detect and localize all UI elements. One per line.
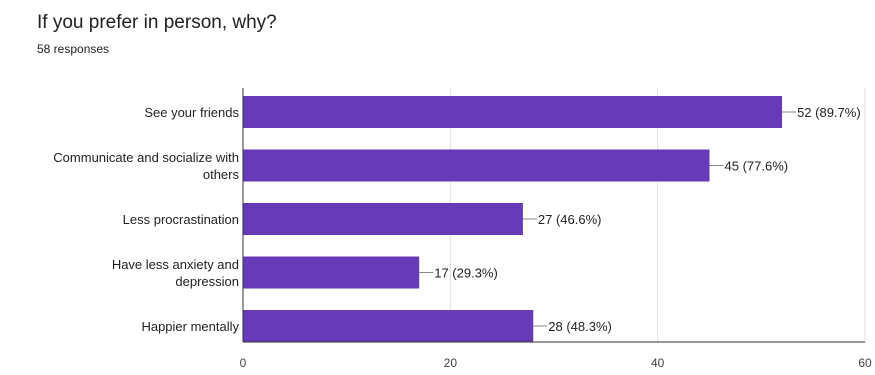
category-label: Less procrastination [123, 212, 239, 227]
labels: 0 20 40 60 52 (89.7%) See your friends 45 (77.… [53, 105, 872, 370]
bar [243, 149, 710, 182]
value-label: 52 (89.7%) [797, 105, 861, 120]
chart-title: If you prefer in person, why? [37, 12, 277, 33]
bar [243, 96, 783, 128]
value-label: 17 (29.3%) [434, 266, 498, 281]
category-label: See your friends [144, 105, 239, 120]
value-label: 27 (46.6%) [538, 212, 602, 227]
bar [243, 310, 534, 342]
x-tick-label: 60 [858, 356, 872, 370]
axes [242, 88, 865, 343]
category-label: Happier mentally [141, 319, 239, 334]
bar [243, 203, 523, 235]
category-label: Have less anxiety and [112, 257, 239, 272]
x-tick-label: 0 [240, 356, 247, 370]
category-label: depression [175, 274, 239, 289]
response-count: 58 responses [37, 42, 110, 56]
x-tick-label: 40 [651, 356, 665, 370]
x-tick-label: 20 [444, 356, 458, 370]
bar [243, 256, 420, 289]
bars [243, 96, 783, 342]
category-label: Communicate and socialize with [53, 150, 239, 165]
category-label: others [203, 167, 240, 182]
value-label: 45 (77.6%) [725, 159, 789, 174]
value-label: 28 (48.3%) [548, 319, 612, 334]
